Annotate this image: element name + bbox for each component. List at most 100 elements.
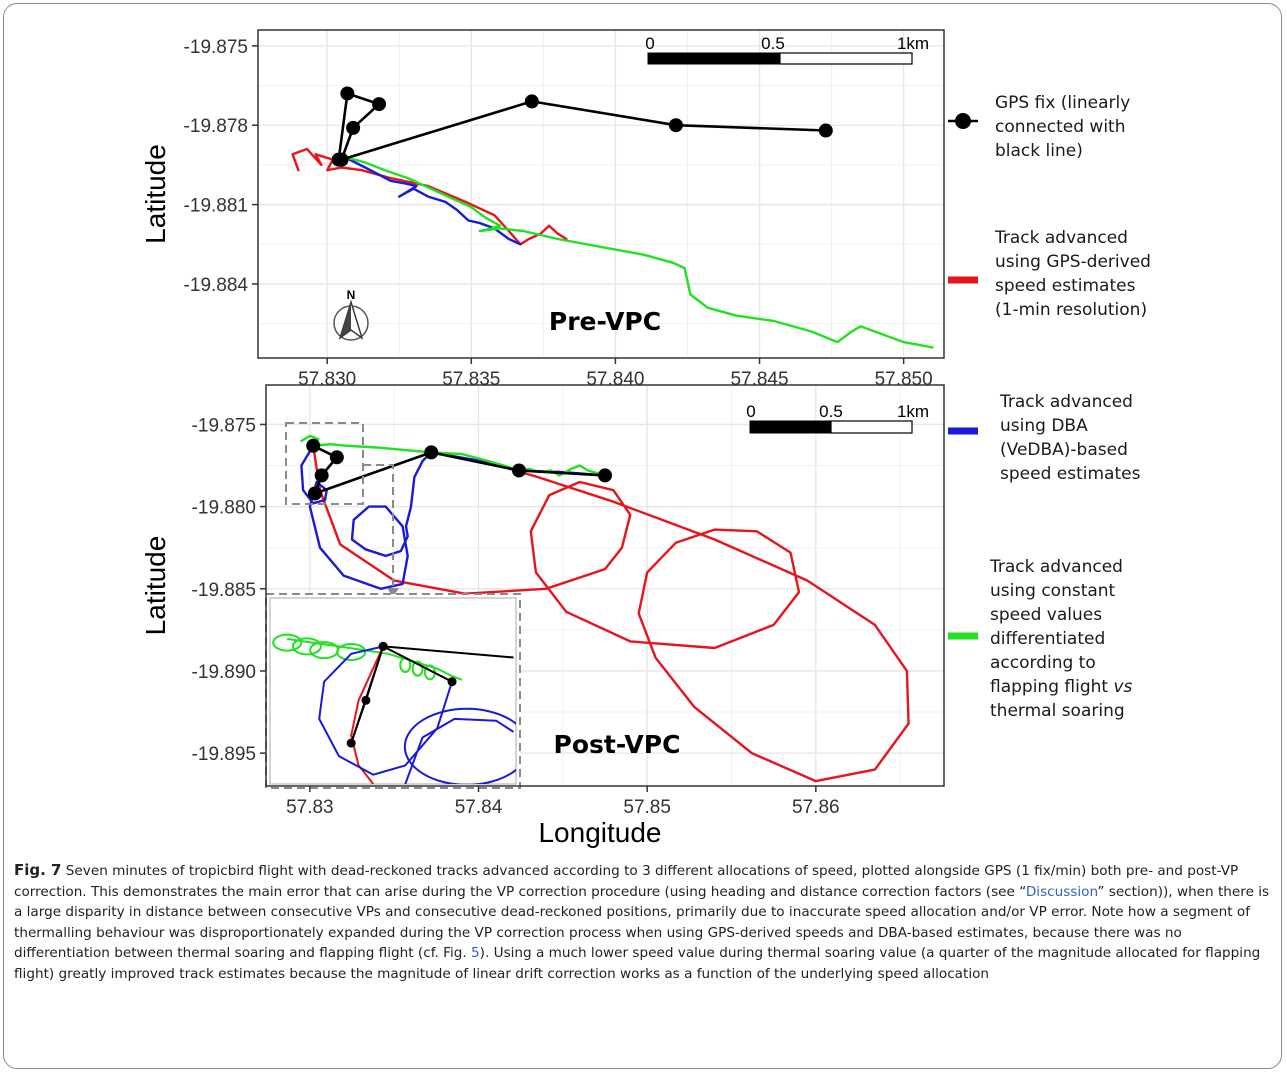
legend-text-line: using GPS-derived	[995, 252, 1151, 272]
scale-bar-label: 1km	[897, 34, 929, 53]
north-arrow-shade	[340, 302, 351, 338]
inset-gps-point	[378, 641, 388, 651]
inset-line-blue	[404, 717, 515, 784]
y-tick-label: -19.890	[192, 662, 256, 683]
x-tick-label: 57.850	[875, 369, 933, 390]
zoom-region-box	[285, 422, 364, 505]
scale-bar-label: 0	[746, 402, 755, 421]
series-line-blue	[300, 444, 607, 590]
inset-green-loop	[272, 633, 303, 652]
inset-gps-point	[346, 738, 356, 748]
inset-gps-point	[361, 695, 371, 705]
series-line-gps	[337, 92, 828, 161]
figure-caption: Fig. 7 Seven minutes of tropicbird fligh…	[14, 860, 1276, 985]
legend-item-green: Track advanced using constant speed values…	[948, 557, 1133, 721]
inset-blue-loop	[403, 707, 516, 784]
zoom-connector	[363, 464, 394, 588]
gps-fix-point	[334, 152, 349, 167]
gps-fix-point	[818, 123, 833, 138]
series-line-green	[343, 155, 934, 349]
plot-border	[265, 384, 945, 787]
gps-fix-point	[372, 97, 387, 112]
scale-bar-label: 0.5	[761, 34, 785, 53]
inset-line-red	[350, 645, 385, 784]
legend-text-line: GPS fix (linearly	[995, 93, 1130, 113]
scale-bar-label: 0.5	[819, 402, 843, 421]
legend-text-line: connected with	[995, 117, 1126, 137]
y-tick-label: -19.875	[184, 37, 248, 58]
caption-text-2: ” section)), when there is a large dispa…	[14, 883, 1270, 962]
scale-bar-label: 1km	[897, 402, 929, 421]
gps-fix-point	[329, 450, 344, 465]
y-tick-label: -19.885	[192, 580, 256, 601]
x-tick-label: 57.845	[730, 369, 788, 390]
legend-text-line: speed values	[990, 605, 1102, 625]
north-arrow-label: N	[347, 288, 356, 302]
arrowhead-icon	[387, 588, 399, 597]
gps-fix-point	[314, 468, 329, 483]
legend-text-line: (VeDBA)-based	[1000, 440, 1128, 460]
series-line-red	[312, 444, 910, 783]
gps-fix-point	[668, 118, 683, 133]
y-tick-label: -19.884	[184, 275, 249, 296]
scale-bar-black	[647, 52, 781, 65]
panel-1: 57.830 57.835 57.840 57.845 57.850 -19.875 -19…	[140, 29, 945, 390]
y-axis-title: Latitude	[140, 536, 171, 636]
y-tick-label: -19.878	[184, 116, 248, 137]
caption-text-1: Seven minutes of tropicbird flight with …	[14, 863, 1239, 900]
inset-line-blue	[318, 645, 453, 776]
legend-text-line: Track advanced	[994, 228, 1128, 248]
x-axis-title: Longitude	[538, 817, 661, 848]
x-tick-label: 57.840	[586, 369, 644, 390]
panel-label: Pre-VPC	[549, 307, 661, 336]
legend-marker	[955, 113, 971, 129]
series-line-blue	[343, 155, 522, 246]
north-arrow-icon: N	[333, 288, 369, 341]
inset-green-loop	[336, 642, 367, 661]
scale-bar-label: 0	[645, 34, 654, 53]
scale-bar: 0 0.5 1km	[645, 34, 929, 65]
x-tick-label: 57.85	[623, 797, 671, 818]
scale-bar-white	[830, 420, 913, 434]
y-tick-label: -19.881	[184, 196, 248, 217]
panel-label: Post-VPC	[554, 730, 681, 759]
gps-fix-point	[511, 463, 526, 478]
gps-fix-point	[424, 445, 439, 460]
legend-text-line: (1-min resolution)	[995, 300, 1147, 320]
legend: GPS fix (linearly connected with black lin…	[948, 93, 1151, 721]
gps-fix-point	[598, 468, 612, 483]
inset-green-loop	[291, 637, 322, 656]
y-tick-label: -19.875	[192, 415, 256, 436]
gps-fix-point	[306, 438, 321, 453]
fig5-link[interactable]: 5	[471, 945, 480, 962]
gps-fix-point	[524, 94, 539, 109]
legend-text-line: differentiated	[990, 629, 1105, 649]
y-tick-label: -19.880	[192, 498, 256, 519]
y-axis-title: Latitude	[140, 144, 171, 244]
legend-text-line: Track advanced	[989, 557, 1123, 577]
legend-text-line: using DBA	[1000, 416, 1088, 436]
gps-fix-point	[340, 86, 355, 101]
legend-item-blue: Track advanced using DBA (VeDBA)-based spee…	[948, 392, 1141, 484]
scale-bar-white	[779, 52, 913, 65]
figure-frame	[3, 3, 1282, 1069]
caption-label: Fig. 7	[14, 861, 62, 879]
legend-text-line: thermal soaring	[990, 701, 1125, 721]
discussion-link[interactable]: Discussion	[1025, 883, 1098, 900]
scale-bar-black	[749, 420, 832, 434]
scale-bar: 0 0.5 1km	[746, 402, 929, 434]
legend-text-line: according to	[990, 653, 1096, 673]
x-tick-label: 57.830	[298, 369, 356, 390]
inset-border-inner	[269, 597, 517, 785]
inset-content	[272, 633, 516, 784]
legend-text-line: Track advanced	[999, 392, 1133, 412]
inset-gps-point	[447, 677, 457, 687]
legend-text-line: speed estimates	[1000, 464, 1141, 484]
legend-text-line: flapping flight vs	[990, 677, 1133, 697]
zoom-inset	[265, 422, 521, 789]
plot-border	[257, 29, 945, 359]
x-tick-label: 57.86	[792, 797, 840, 818]
y-tick-label: -19.895	[192, 744, 256, 765]
gps-fix-point	[346, 120, 361, 135]
figure-svg: 57.830 57.835 57.840 57.845 57.850-19.875-19…	[140, 29, 1151, 848]
